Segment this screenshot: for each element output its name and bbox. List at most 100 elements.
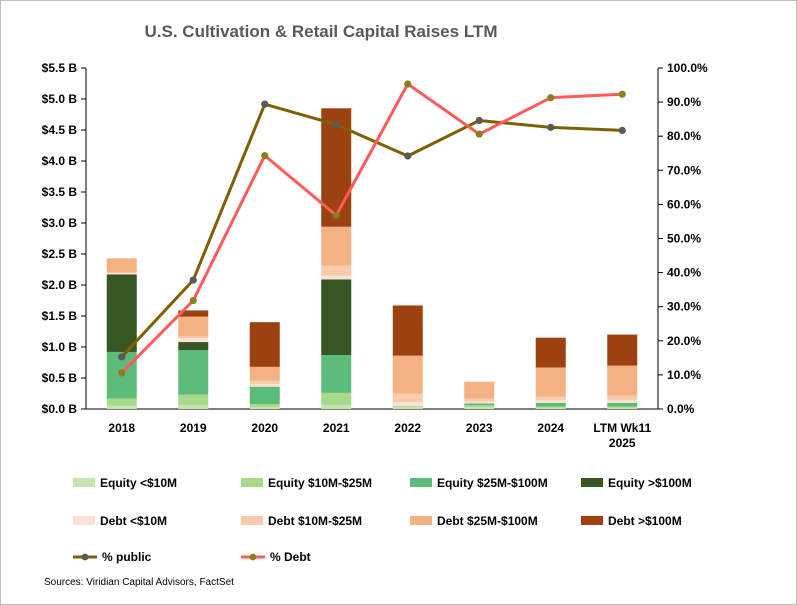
bar-segment — [321, 279, 352, 356]
line-point — [547, 94, 555, 102]
bar-segment — [392, 355, 423, 394]
right-axis-tick-label: 100.0% — [667, 61, 708, 75]
legend-swatch — [410, 516, 432, 525]
bar-segment — [321, 226, 352, 266]
bar-segment — [106, 258, 137, 273]
bar-segment — [178, 405, 209, 409]
bar-segment — [607, 365, 638, 396]
left-axis-tick-label: $5.0 B — [42, 92, 78, 106]
legend-swatch — [241, 478, 263, 487]
legend-swatch — [241, 516, 263, 525]
x-axis-tick-label: LTM Wk11 — [593, 421, 651, 435]
bar-segment — [321, 355, 352, 393]
bar-segment — [178, 336, 209, 339]
right-axis-tick-label: 30.0% — [667, 300, 701, 314]
legend-label: Debt <$10M — [100, 514, 167, 528]
x-axis-tick-label: 2025 — [609, 436, 636, 450]
bar-segment — [178, 350, 209, 395]
left-axis-tick-label: $1.0 B — [42, 340, 78, 354]
bar-segment — [106, 274, 137, 352]
bar-segment — [535, 337, 566, 368]
left-axis-tick-label: $1.5 B — [42, 309, 78, 323]
line-point — [404, 80, 412, 88]
left-axis-tick-label: $5.5 B — [42, 61, 78, 75]
bar-segment — [321, 405, 352, 409]
legend: Equity <$10M Equity $10M-$25M Equity $25M-… — [73, 476, 692, 564]
bar-segment — [535, 367, 566, 397]
bar-segment — [178, 338, 209, 343]
bar-segment — [392, 402, 423, 406]
line-series — [120, 102, 623, 358]
bar-segment — [464, 405, 495, 408]
line-point — [475, 116, 483, 125]
legend-swatch — [410, 478, 432, 487]
right-axis-tick-label: 70.0% — [667, 163, 701, 177]
bar-segment — [392, 407, 423, 409]
left-axis-tick-label: $0.0 B — [42, 402, 78, 416]
bar-segment — [607, 402, 638, 407]
bar-segment — [607, 395, 638, 401]
bar-segment — [321, 392, 352, 406]
legend-swatch — [581, 516, 603, 525]
right-axis-tick-label: 0.0% — [667, 402, 695, 416]
legend-swatch — [73, 478, 95, 487]
legend-label: Equity $25M-$100M — [437, 476, 548, 490]
legend-marker — [249, 553, 257, 561]
legend-label: Debt >$100M — [608, 514, 682, 528]
bar-segment — [464, 381, 495, 399]
bar-segment — [392, 405, 423, 408]
legend-label: Equity <$10M — [100, 476, 177, 490]
left-axis-tick-label: $2.0 B — [42, 278, 78, 292]
x-axis-tick-label: 2021 — [323, 421, 350, 435]
legend-label: Equity >$100M — [608, 476, 692, 490]
bar-segment — [178, 316, 209, 337]
line-point — [118, 369, 126, 377]
bar-segment — [392, 393, 423, 403]
left-axis-tick-label: $3.0 B — [42, 216, 78, 230]
legend-label: Debt $25M-$100M — [437, 514, 538, 528]
source-note: Sources: Viridian Capital Advisors, Fact… — [44, 577, 234, 588]
line-point — [618, 90, 626, 98]
bar-segment — [249, 386, 280, 405]
line-point — [189, 296, 197, 305]
bar-segment — [321, 265, 352, 276]
legend-label: Equity $10M-$25M — [268, 476, 372, 490]
legend-label: % public — [102, 550, 152, 564]
bar-segment — [106, 272, 137, 275]
x-axis-tick-label: 2018 — [108, 421, 135, 435]
bar-segment — [464, 407, 495, 409]
bar-segment — [178, 394, 209, 406]
bar-segment — [607, 407, 638, 409]
right-axis-tick-label: 60.0% — [667, 197, 701, 211]
bars-group — [106, 108, 638, 409]
right-axis-tick-label: 10.0% — [667, 368, 701, 382]
bar-segment — [249, 407, 280, 409]
line-point — [475, 130, 483, 138]
right-axis-tick-label: 40.0% — [667, 266, 701, 280]
line-point — [547, 123, 555, 131]
left-axis-tick-label: $4.0 B — [42, 154, 78, 168]
left-axis-tick-label: $2.5 B — [42, 247, 78, 261]
bar-segment — [535, 406, 566, 408]
bar-segment — [178, 310, 209, 317]
left-axis-tick-label: $4.5 B — [42, 123, 78, 137]
line-point — [332, 211, 340, 219]
line-point — [189, 276, 197, 284]
line-point — [261, 100, 269, 108]
x-axis-tick-label: 2019 — [180, 421, 207, 435]
right-axis-tick-label: 50.0% — [667, 232, 701, 246]
lines-group — [118, 80, 626, 377]
bar-segment — [249, 380, 280, 385]
x-axis-tick-label: 2023 — [466, 421, 493, 435]
line-series — [120, 82, 623, 374]
legend-label: Debt $10M-$25M — [268, 514, 362, 528]
right-axis-tick-label: 80.0% — [667, 129, 701, 143]
line-point — [404, 152, 412, 160]
legend-marker — [81, 553, 89, 561]
left-axis-tick-label: $0.5 B — [42, 371, 78, 385]
bar-segment — [106, 405, 137, 409]
bar-segment — [106, 398, 137, 406]
bar-segment — [535, 407, 566, 409]
